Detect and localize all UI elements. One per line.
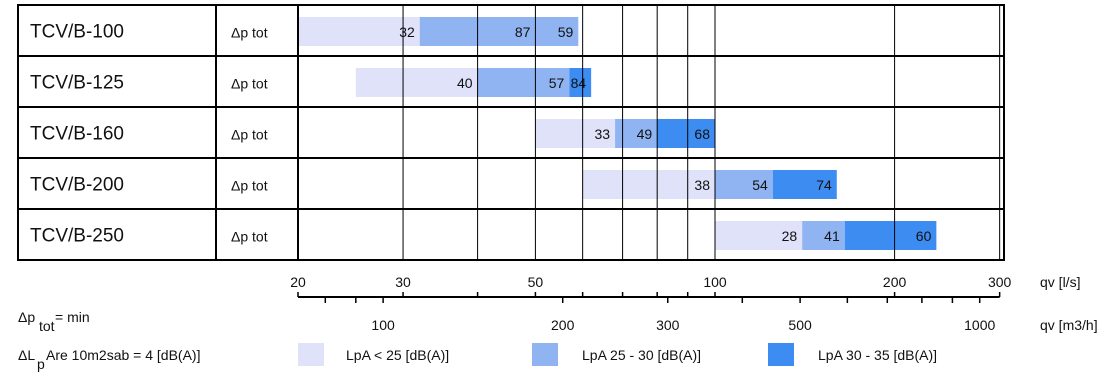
bar-segment-2 <box>477 68 570 97</box>
bar-label: 33 <box>594 126 610 142</box>
legend-swatch <box>532 343 558 366</box>
axis-tick-label-m3h: 300 <box>656 317 680 333</box>
bar-label: 57 <box>549 75 565 91</box>
note-dl-symbol: ΔL <box>18 347 35 363</box>
bar-segment-1 <box>582 170 715 199</box>
row-name: TCV/B-200 <box>30 175 124 196</box>
row-param-label: Δp tot <box>231 178 268 194</box>
bar-segment-1 <box>535 119 616 148</box>
row-param-label: Δp tot <box>231 229 268 245</box>
bar-label: 32 <box>399 24 415 40</box>
axis-tick-label-ls: 200 <box>883 274 907 290</box>
axis-tick-label-ls: 300 <box>988 274 1012 290</box>
bar-segment-2 <box>419 17 579 46</box>
note-dp-symbol: Δp <box>18 309 35 325</box>
note-dl-subscript: p <box>37 356 45 372</box>
bar-label: 74 <box>816 177 832 193</box>
note-dp-subscript: tot <box>39 318 55 334</box>
axis-tick-label-m3h: 1000 <box>964 317 995 333</box>
bar-segment-3 <box>844 221 937 250</box>
bar-label: 38 <box>694 177 710 193</box>
note-dl-suffix: Are 10m2sab = 4 [dB(A)] <box>46 347 200 363</box>
axis-tick-label-m3h: 100 <box>371 317 395 333</box>
bar-segment-1 <box>715 221 803 250</box>
bar-label: 40 <box>457 75 473 91</box>
legend-label: LpA 25 - 30 [dB(A)] <box>582 347 701 363</box>
row-name: TCV/B-250 <box>30 226 124 247</box>
bar-label: 41 <box>824 228 840 244</box>
bar-segment-2 <box>715 170 773 199</box>
axis-tick-label-ls: 100 <box>703 274 727 290</box>
bar-label: 28 <box>782 228 798 244</box>
bar-label: 59 <box>558 24 574 40</box>
bar-label: 60 <box>916 228 932 244</box>
row-param-label: Δp tot <box>231 76 268 92</box>
row-name: TCV/B-125 <box>30 73 124 94</box>
note-dp-suffix: = min <box>55 309 90 325</box>
bar-label: 84 <box>571 75 587 91</box>
legend-label: LpA 30 - 35 [dB(A)] <box>818 347 937 363</box>
legend-swatch <box>298 343 324 366</box>
row-name: TCV/B-160 <box>30 124 124 145</box>
table-frame <box>17 4 1005 261</box>
legend-swatch <box>768 343 794 366</box>
axis-tick-label-m3h: 200 <box>551 317 575 333</box>
bar-segment-1 <box>355 68 478 97</box>
row-param-label: Δp tot <box>231 25 268 41</box>
axis-unit-ls: qv [l/s] <box>1040 274 1080 290</box>
axis-tick-label-ls: 30 <box>395 274 411 290</box>
axis-unit-m3h: qv [m3/h] <box>1040 317 1098 333</box>
bar-label: 87 <box>515 24 531 40</box>
bar-segment-1 <box>298 17 420 46</box>
legend-label: LpA < 25 [dB(A)] <box>346 347 449 363</box>
bar-label: 68 <box>694 126 710 142</box>
row-param-label: Δp tot <box>231 127 268 143</box>
axis-tick-label-m3h: 500 <box>788 317 812 333</box>
row-name: TCV/B-100 <box>30 22 124 43</box>
axis-tick-label-ls: 20 <box>290 274 306 290</box>
bar-segment-3 <box>772 170 837 199</box>
axis-tick-label-ls: 50 <box>528 274 544 290</box>
bar-segment-3 <box>569 68 592 97</box>
bar-label: 54 <box>752 177 768 193</box>
bar-label: 49 <box>637 126 653 142</box>
bar-segment-2 <box>802 221 845 250</box>
bar-segment-3 <box>657 119 715 148</box>
